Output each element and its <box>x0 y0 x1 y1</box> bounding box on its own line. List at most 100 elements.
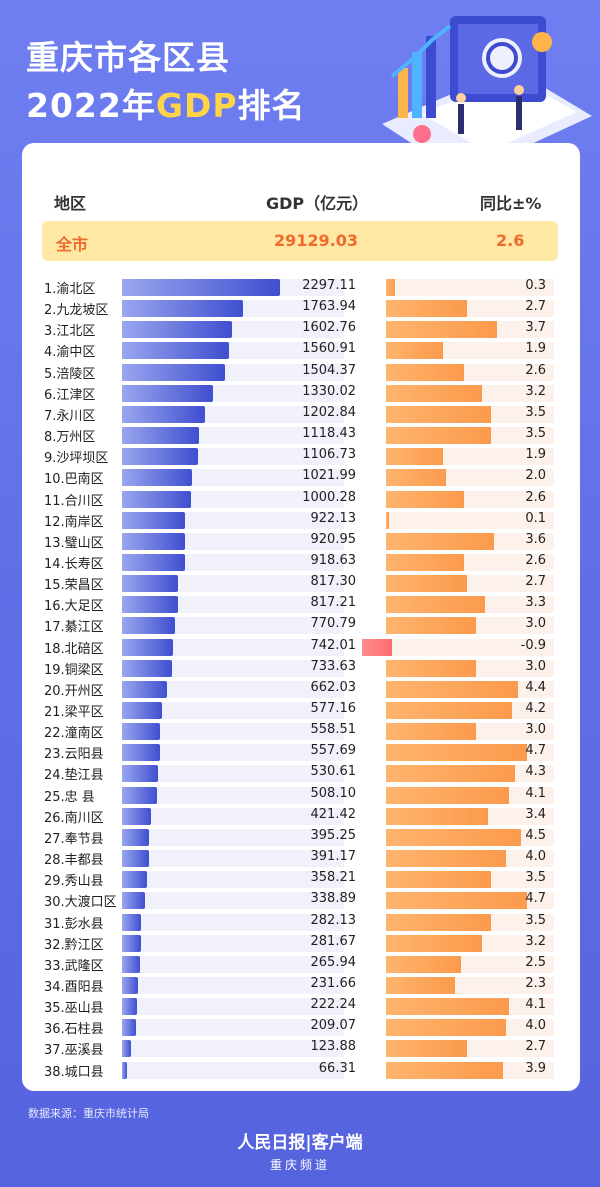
gdp-bar <box>122 744 161 762</box>
yoy-value-label: 2.5 <box>525 954 546 970</box>
page-title: 重庆市各区县 <box>26 38 230 77</box>
gdp-bar <box>122 363 226 381</box>
yoy-bar <box>362 638 392 656</box>
yoy-value-label: 3.0 <box>525 722 546 738</box>
yoy-bar <box>386 363 464 381</box>
gdp-value-label: 358.21 <box>310 870 357 886</box>
gdp-value-label: 395.25 <box>310 827 357 843</box>
table-row: 33.武隆区 265.94 2.5 <box>0 954 600 975</box>
region-label: 13.璧山区 <box>44 535 104 551</box>
table-row: 12.南岸区 922.13 0.1 <box>0 510 600 531</box>
gdp-bar <box>122 384 214 402</box>
region-label: 9.沙坪坝区 <box>44 451 109 467</box>
yoy-bar <box>386 659 476 677</box>
table-row: 24.垫江县 530.61 4.3 <box>0 763 600 784</box>
gdp-value-label: 265.94 <box>310 954 357 970</box>
yoy-bar <box>386 680 518 698</box>
gdp-value-label: 817.21 <box>310 595 357 611</box>
gdp-bar <box>122 532 186 550</box>
yoy-value-label: 3.9 <box>525 1060 546 1076</box>
region-label: 6.江津区 <box>44 387 96 403</box>
gdp-value-label: 1021.99 <box>302 468 356 484</box>
yoy-value-label: 4.7 <box>525 891 546 907</box>
channel-name: 重庆频道 <box>269 1158 330 1172</box>
total-gdp: 29129.03 <box>274 231 359 250</box>
yoy-bar <box>386 702 512 719</box>
brand-logo: 人民日报|客户端 <box>237 1133 363 1153</box>
yoy-value-label: 3.6 <box>525 531 546 547</box>
page-subtitle: 2022年GDP排名 <box>26 86 306 125</box>
region-label: 38.城口县 <box>44 1064 104 1080</box>
gdp-value-label: 920.95 <box>310 531 357 547</box>
yoy-bar-track <box>386 511 554 529</box>
gdp-bar <box>122 575 179 593</box>
table-row: 11.合川区 1000.28 2.6 <box>0 489 600 510</box>
gdp-value-label: 281.67 <box>310 933 357 949</box>
yoy-bar <box>386 828 521 846</box>
gdp-value-label: 391.17 <box>310 849 357 865</box>
table-row: 6.江津区 1330.02 3.2 <box>0 383 600 404</box>
gdp-bar <box>122 786 157 804</box>
yoy-value-label: 3.4 <box>525 806 546 822</box>
region-label: 2.九龙坡区 <box>44 303 109 319</box>
total-yoy: 2.6 <box>496 231 525 250</box>
table-row: 17.綦江区 770.79 3.0 <box>0 615 600 636</box>
gdp-value-label: 770.79 <box>310 616 357 632</box>
gdp-bar-track <box>122 659 344 677</box>
gdp-bar-track <box>122 1040 344 1058</box>
gdp-bar <box>122 596 179 614</box>
yoy-value-label: 4.2 <box>525 701 546 716</box>
yoy-value-label: 2.3 <box>525 975 546 991</box>
yoy-bar <box>386 532 494 550</box>
gdp-value-label: 1000.28 <box>302 489 356 505</box>
region-label: 16.大足区 <box>44 599 104 615</box>
table-row: 2.九龙坡区 1763.94 2.7 <box>0 298 600 319</box>
yoy-bar <box>386 976 455 994</box>
gdp-value-label: 1602.76 <box>302 320 356 336</box>
gdp-value-label: 922.13 <box>310 510 357 526</box>
gdp-bar <box>122 321 233 339</box>
yoy-value-label: 2.7 <box>525 299 546 315</box>
gdp-bar-track <box>122 617 344 635</box>
total-row: 全市 29129.03 2.6 <box>42 221 558 261</box>
table-row: 20.开州区 662.03 4.4 <box>0 679 600 700</box>
region-label: 3.江北区 <box>44 324 96 340</box>
yoy-bar <box>386 786 509 804</box>
gdp-bar <box>122 427 199 445</box>
region-label: 4.渝中区 <box>44 345 96 361</box>
table-row: 28.丰都县 391.17 4.0 <box>0 848 600 869</box>
region-label: 20.开州区 <box>44 683 104 699</box>
gdp-bar <box>122 638 173 656</box>
region-label: 33.武隆区 <box>44 958 104 974</box>
yoy-value-label: 2.6 <box>525 362 546 378</box>
table-row: 21.梁平区 577.16 4.2 <box>0 700 600 721</box>
gdp-bar <box>122 279 280 296</box>
table-row: 37.巫溪县 123.88 2.7 <box>0 1038 600 1059</box>
gdp-bar <box>122 913 142 931</box>
table-row: 35.巫山县 222.24 4.1 <box>0 996 600 1017</box>
table-row: 3.江北区 1602.76 3.7 <box>0 319 600 340</box>
table-row: 7.永川区 1202.84 3.5 <box>0 404 600 425</box>
yoy-bar <box>386 850 506 868</box>
yoy-value-label: 2.7 <box>525 1039 546 1055</box>
yoy-bar <box>386 448 443 466</box>
gdp-value-label: 577.16 <box>310 701 357 716</box>
yoy-bar <box>386 871 491 889</box>
yoy-bar <box>386 321 497 339</box>
gdp-bar <box>122 553 186 571</box>
region-label: 23.云阳县 <box>44 747 104 763</box>
yoy-value-label: 3.0 <box>525 616 546 632</box>
table-row: 31.彭水县 282.13 3.5 <box>0 912 600 933</box>
gdp-bar-track <box>122 892 344 910</box>
table-row: 10.巴南区 1021.99 2.0 <box>0 467 600 488</box>
gdp-value-label: 123.88 <box>310 1039 357 1055</box>
yoy-value-label: 4.3 <box>525 764 546 780</box>
region-label: 27.奉节县 <box>44 831 104 847</box>
gdp-value-label: 1763.94 <box>302 299 356 315</box>
gdp-bar <box>122 1040 131 1058</box>
yoy-value-label: 3.2 <box>525 933 546 949</box>
region-label: 34.酉阳县 <box>44 979 104 995</box>
yoy-value-label: 4.1 <box>525 997 546 1013</box>
region-label: 17.綦江区 <box>44 620 104 636</box>
table-row: 32.黔江区 281.67 3.2 <box>0 933 600 954</box>
